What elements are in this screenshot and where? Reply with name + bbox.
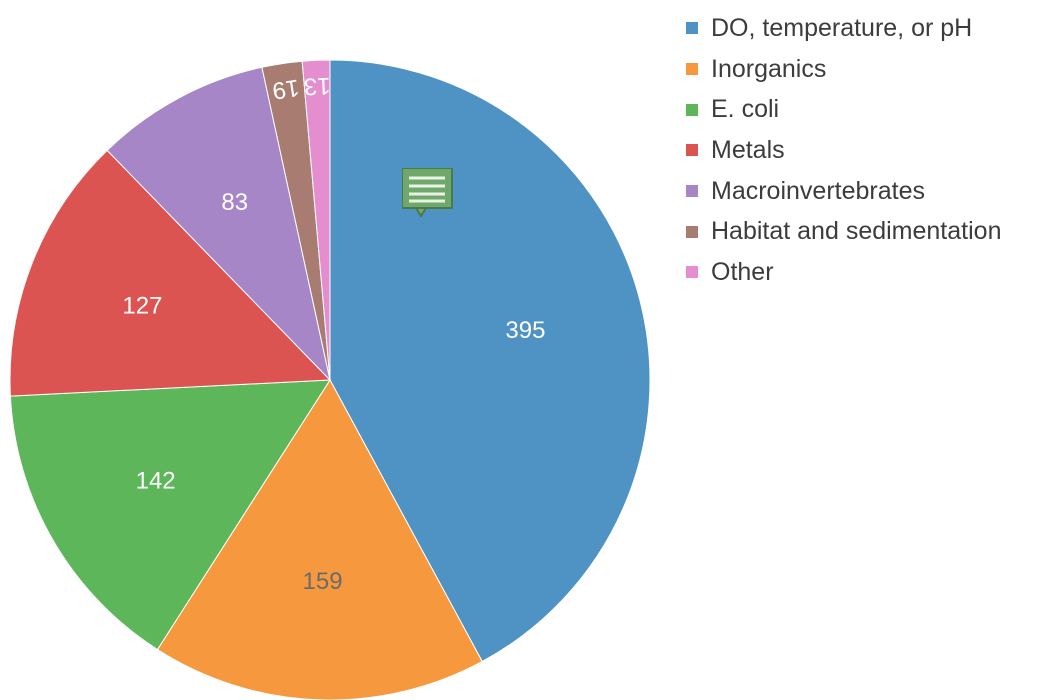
legend-item[interactable]: Macroinvertebrates (686, 171, 1001, 212)
legend-swatch (686, 63, 698, 76)
legend-label: Other (711, 257, 774, 286)
slice-data-label: 395 (505, 317, 545, 344)
slice-data-label: 19 (271, 74, 301, 105)
legend-swatch (686, 266, 698, 279)
legend-label: DO, temperature, or pH (711, 13, 973, 42)
legend-label: Habitat and sedimentation (711, 217, 1002, 246)
slice-data-label: 127 (122, 293, 162, 320)
legend-swatch (686, 103, 698, 116)
legend-item[interactable]: Inorganics (686, 49, 1001, 90)
slice-data-label: 13 (303, 72, 331, 100)
pie-slice[interactable] (329, 59, 651, 663)
legend-swatch (686, 185, 698, 198)
slice-data-label: 159 (303, 568, 343, 595)
pie-slice[interactable] (106, 66, 331, 382)
legend-label: Macroinvertebrates (711, 176, 925, 205)
pie-slice[interactable] (9, 149, 332, 397)
legend-item[interactable]: Habitat and sedimentation (686, 211, 1001, 252)
pie-slice[interactable] (301, 59, 331, 381)
legend-swatch (686, 225, 698, 238)
legend-label: E. coli (711, 95, 780, 124)
slice-data-label: 83 (221, 189, 248, 216)
legend-item[interactable]: Metals (686, 130, 1001, 171)
legend-label: Inorganics (711, 54, 827, 83)
comment-icon[interactable] (401, 167, 454, 220)
legend-item[interactable]: DO, temperature, or pH (686, 8, 1001, 49)
legend-label: Metals (711, 135, 785, 164)
legend-swatch (686, 22, 698, 35)
slice-data-label: 142 (136, 468, 176, 495)
legend-item[interactable]: E. coli (686, 89, 1001, 130)
legend-swatch (686, 144, 698, 157)
chart-legend: DO, temperature, or pH Inorganics E. coli M… (686, 8, 1001, 293)
legend-item[interactable]: Other (686, 252, 1001, 293)
pie-slice[interactable] (9, 379, 331, 651)
